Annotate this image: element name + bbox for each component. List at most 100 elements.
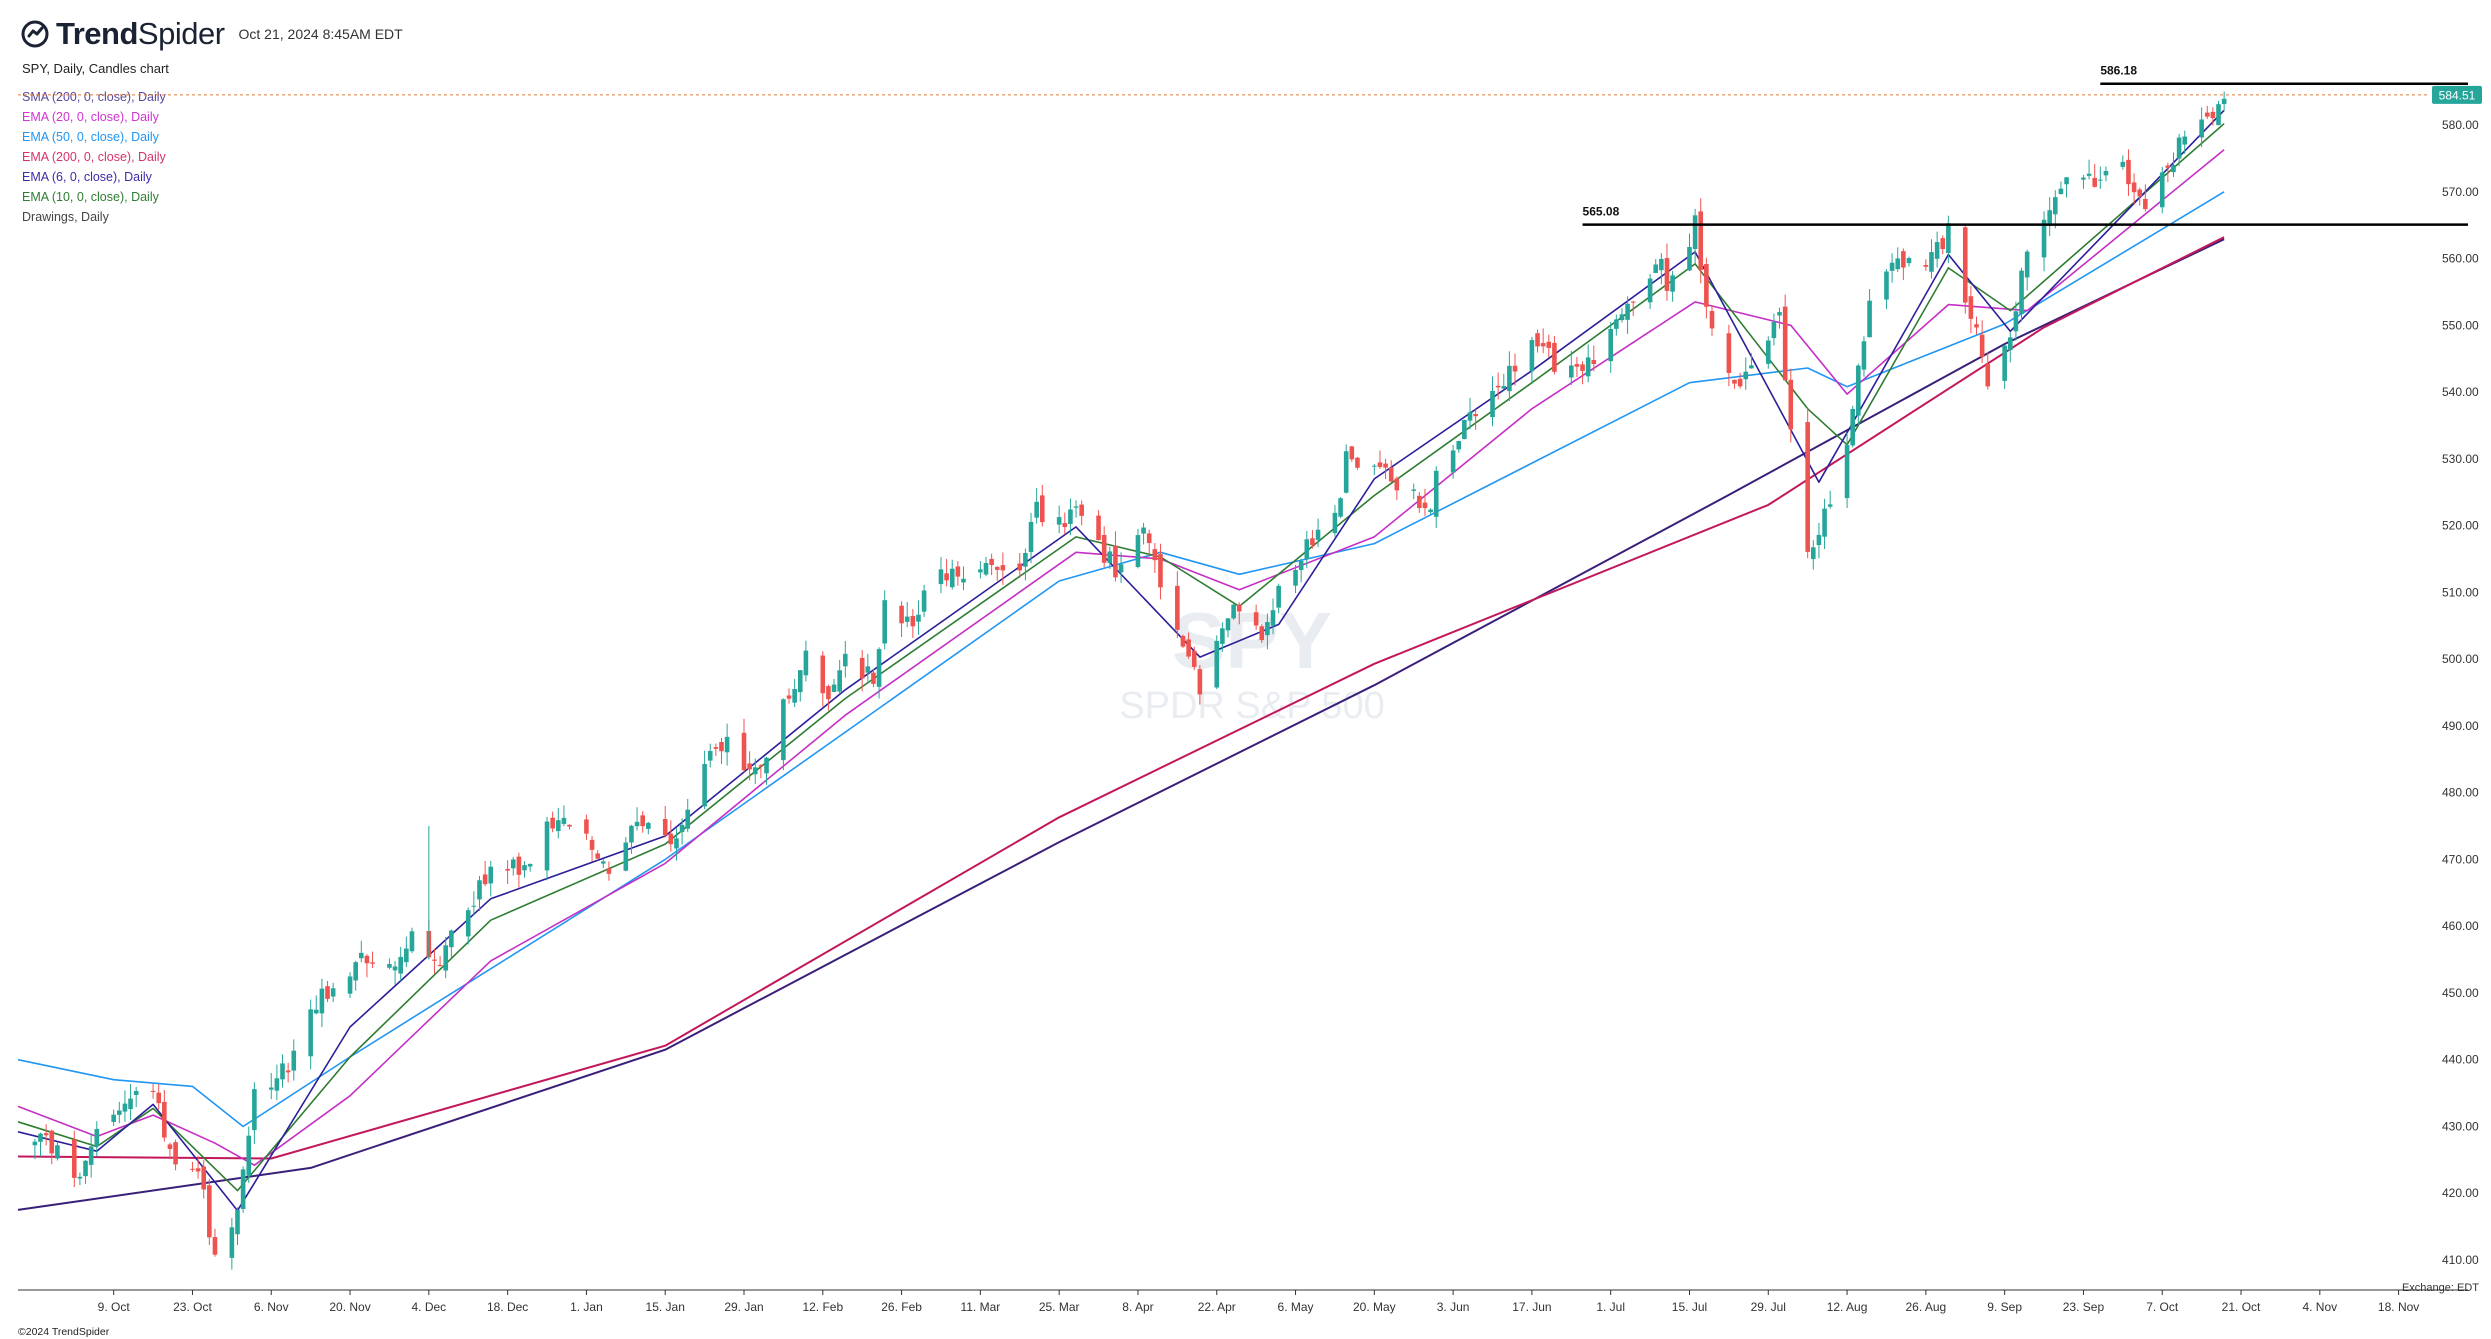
y-tick-label: 510.00 (2442, 585, 2479, 599)
candle-body (1805, 422, 1810, 552)
candle-body (2120, 161, 2126, 167)
candle-body (1107, 551, 1113, 564)
x-axis: 9. Oct 23. Oct 6. Nov 20. Nov 4. Dec 18. Dec 1… (98, 1290, 2419, 1314)
legend-item[interactable]: SMA (200, 0, close), Daily (22, 90, 166, 104)
candle-body (646, 822, 651, 829)
candle-body (252, 1089, 257, 1131)
candle-body (1856, 365, 1861, 416)
candle-body (510, 859, 516, 869)
candle-body (1901, 251, 1906, 268)
candle-body (122, 1103, 128, 1112)
candle-body (550, 817, 555, 829)
legend-item[interactable]: EMA (200, 0, close), Daily (22, 150, 166, 164)
legend-item[interactable]: EMA (6, 0, close), Daily (22, 170, 152, 184)
candle-body (167, 1144, 173, 1150)
y-tick-label: 500.00 (2442, 652, 2479, 666)
candle-body (1343, 451, 1349, 493)
candle-body (1039, 495, 1045, 523)
ema10-line[interactable] (17, 123, 2225, 1192)
legend-item[interactable]: EMA (50, 0, close), Daily (22, 130, 159, 144)
candle-body (1096, 515, 1101, 541)
candle-body (49, 1130, 55, 1154)
candle-body (1535, 333, 1540, 347)
candle-body (1417, 495, 1422, 509)
x-tick-label: 20. May (1353, 1300, 1396, 1314)
candle-body (2210, 111, 2216, 119)
x-tick-label: 20. Nov (329, 1300, 370, 1314)
candle-body (1490, 390, 1495, 418)
horizontal-levels[interactable]: 565.08 586.18 (1582, 64, 2468, 226)
candle-body (522, 865, 527, 871)
candle-body (1934, 242, 1940, 259)
legend-item[interactable]: EMA (20, 0, close), Daily (22, 110, 159, 124)
candle-body (1034, 501, 1039, 518)
candle-body (274, 1078, 280, 1091)
candle-body (1152, 549, 1158, 561)
candle-body (482, 874, 488, 885)
x-tick-label: 18. Dec (487, 1300, 528, 1314)
candle-body (595, 853, 600, 859)
candle-body (1574, 364, 1580, 367)
candle-body (1158, 554, 1163, 588)
candle-body (601, 861, 606, 864)
x-tick-label: 15. Jan (646, 1300, 685, 1314)
candle-body (1743, 371, 1749, 380)
x-tick-label: 26. Feb (881, 1300, 922, 1314)
watermark-symbol: SPY (1172, 596, 1332, 685)
candles (32, 91, 2227, 1270)
y-tick-label: 560.00 (2442, 252, 2479, 266)
candle-body (128, 1098, 133, 1110)
candle-body (404, 948, 409, 963)
candle-body (1265, 622, 1270, 636)
legend-item[interactable]: Drawings, Daily (22, 210, 109, 224)
candle-body (409, 931, 415, 952)
candle-body (1501, 386, 1507, 389)
candle-body (561, 817, 567, 824)
legend-item[interactable]: EMA (10, 0, close), Daily (22, 190, 159, 204)
candle-body (567, 824, 572, 827)
candle-body (1180, 635, 1186, 647)
candle-body (1946, 223, 1951, 253)
sma200-line[interactable] (17, 238, 2225, 1211)
candle-body (1962, 227, 1968, 303)
candle-body (634, 821, 640, 827)
candle-body (1231, 604, 1236, 619)
candle-body (2131, 182, 2137, 193)
candle-body (1940, 238, 1946, 250)
candle-body (2159, 172, 2165, 208)
candle-body (2143, 198, 2148, 210)
candle-body (1383, 463, 1388, 468)
candle-body (2204, 112, 2210, 117)
candle-body (2165, 165, 2171, 168)
y-tick-label: 530.00 (2442, 452, 2479, 466)
y-tick-label: 580.00 (2442, 118, 2479, 132)
watermark: SPY SPDR S&P 500 (1119, 596, 1384, 727)
candle-body (1906, 258, 1912, 264)
x-tick-label: 12. Feb (802, 1300, 843, 1314)
ema20-line[interactable] (17, 149, 2225, 1166)
ema200-line[interactable] (17, 236, 2225, 1160)
candle-body (1816, 534, 1822, 546)
candle-body (544, 821, 550, 871)
candle-body (2053, 197, 2058, 215)
candle-body (437, 964, 443, 966)
candle-body (910, 615, 916, 627)
x-tick-label: 4. Nov (2302, 1300, 2337, 1314)
candle-body (1028, 521, 1034, 553)
candle-body (1338, 498, 1343, 517)
candle-body (1540, 343, 1546, 347)
ema6-line[interactable] (17, 109, 2225, 1212)
candle-body (1456, 440, 1462, 450)
x-tick-label: 22. Apr (1198, 1300, 1236, 1314)
candle-body (752, 767, 758, 775)
candle-body (1507, 365, 1512, 392)
candle-body (1732, 379, 1737, 384)
candle-body (1113, 545, 1118, 578)
candle-body (2047, 210, 2052, 226)
candle-body (1546, 341, 1552, 348)
candle-body (1653, 264, 1659, 273)
x-tick-label: 23. Oct (173, 1300, 212, 1314)
candle-body (876, 649, 882, 687)
x-tick-label: 29. Jul (1751, 1300, 1786, 1314)
